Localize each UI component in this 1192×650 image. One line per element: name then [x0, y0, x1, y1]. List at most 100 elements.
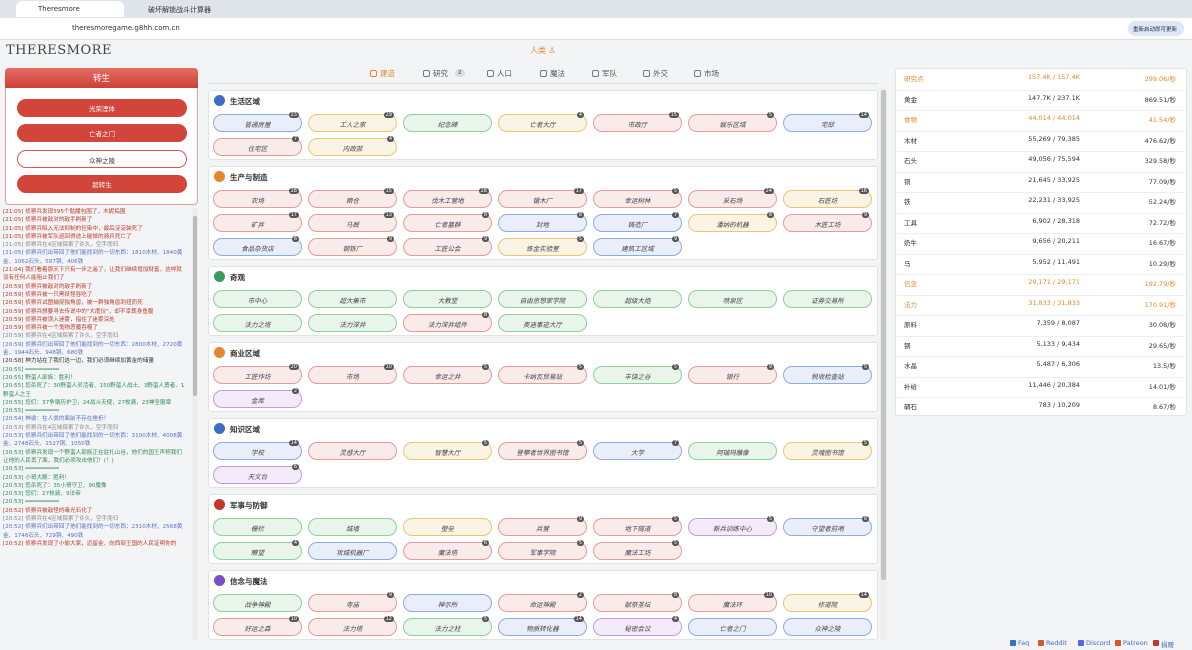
building-button[interactable]: 铸造厂 7 — [593, 212, 682, 232]
update-button[interactable]: 重新启动即可更新 — [1128, 21, 1184, 36]
building-button[interactable]: 灵魂图书馆 5 — [783, 440, 872, 460]
building-button[interactable]: 战争神殿 — [213, 594, 302, 612]
building-button[interactable]: 工匠公会 9 — [403, 236, 492, 256]
building-button[interactable]: 壁垒 — [403, 518, 492, 536]
footer-link[interactable]: Patreon — [1123, 639, 1148, 647]
building-button[interactable]: 市场 10 — [308, 364, 397, 384]
building-button[interactable]: 修道院 14 — [783, 592, 872, 612]
rebirth-button[interactable]: 超转生 — [17, 175, 187, 193]
tab[interactable]: 人口 — [497, 69, 512, 78]
building-button[interactable]: 潘纳的机器 8 — [688, 212, 777, 232]
building-button[interactable]: 秘密会议 4 — [593, 616, 682, 636]
building-button[interactable]: 瞭望 4 — [213, 540, 302, 560]
building-button[interactable]: 法力深井组件 8 — [403, 312, 492, 332]
building-button[interactable]: 法力之塔 — [213, 314, 302, 332]
building-button[interactable]: 神示所 — [403, 594, 492, 612]
building-button[interactable]: 锯木厂 17 — [498, 188, 587, 208]
building-button[interactable]: 寺庙 9 — [308, 592, 397, 612]
building-button[interactable]: 宅邸 14 — [783, 112, 872, 132]
building-button[interactable]: 天文台 6 — [213, 464, 302, 484]
building-button[interactable]: 内政部 4 — [308, 136, 397, 156]
building-button[interactable]: 银行 9 — [688, 364, 777, 384]
building-button[interactable]: 炼金实验室 5 — [498, 236, 587, 256]
building-button[interactable]: 献祭圣坛 8 — [593, 592, 682, 612]
building-button[interactable]: 众神之陵 — [783, 618, 872, 636]
building-button[interactable]: 超级大炮 — [593, 290, 682, 308]
building-button[interactable]: 喷泉区 — [688, 290, 777, 308]
tab[interactable]: 魔法 — [550, 69, 565, 78]
building-button[interactable]: 采石场 24 — [688, 188, 777, 208]
building-button[interactable]: 阿瑞玛雕像 — [688, 442, 777, 460]
building-button[interactable]: 新兵训练中心 5 — [688, 516, 777, 536]
building-button[interactable]: 娱乐区域 5 — [688, 112, 777, 132]
building-button[interactable]: 工人之家 29 — [308, 112, 397, 132]
rebirth-button[interactable]: 众神之陵 — [17, 150, 187, 168]
building-button[interactable]: 石匠坊 16 — [783, 188, 872, 208]
building-button[interactable]: 灵感大厅 — [308, 442, 397, 460]
tab[interactable]: 建造 — [380, 69, 395, 78]
building-button[interactable]: 建筑工区域 9 — [593, 236, 682, 256]
building-button[interactable]: 金库 2 — [213, 388, 302, 408]
building-button[interactable]: 法力深井 — [308, 314, 397, 332]
building-button[interactable]: 纪念碑 — [403, 114, 492, 132]
building-button[interactable]: 农场 28 — [213, 188, 302, 208]
building-button[interactable]: 亡者大厅 4 — [498, 112, 587, 132]
building-button[interactable]: 矿井 17 — [213, 212, 302, 232]
building-button[interactable]: 市政厅 15 — [593, 112, 682, 132]
building-button[interactable]: 封地 8 — [498, 212, 587, 232]
footer-link[interactable]: 捐赠 — [1161, 641, 1174, 649]
browser-tab[interactable]: 破坏解锁战斗计算器 — [148, 6, 211, 14]
building-button[interactable]: 证券交易所 — [783, 290, 872, 308]
footer-link[interactable]: Discord — [1086, 639, 1111, 647]
building-button[interactable]: 登攀者世界图书馆 5 — [498, 440, 587, 460]
building-button[interactable]: 马厩 13 — [308, 212, 397, 232]
building-button[interactable]: 地下隧道 5 — [593, 516, 682, 536]
building-button[interactable]: 木匠工坊 9 — [783, 212, 872, 232]
building-button[interactable]: 税收检查站 5 — [783, 364, 872, 384]
building-button[interactable]: 市中心 — [213, 290, 302, 308]
tab[interactable]: 市场 — [704, 69, 719, 78]
building-button[interactable]: 钢铁厂 9 — [308, 236, 397, 256]
building-button[interactable]: 自由思想家学院 — [498, 290, 587, 308]
building-button[interactable]: 军事学院 5 — [498, 540, 587, 560]
building-button[interactable]: 粮仓 15 — [308, 188, 397, 208]
tab[interactable]: 军队 — [602, 69, 617, 78]
building-button[interactable]: 亡者之门 — [688, 618, 777, 636]
building-button[interactable]: 魔法环 10 — [688, 592, 777, 612]
building-button[interactable]: 好运之森 10 — [213, 616, 302, 636]
rebirth-button[interactable]: 光荣湮体 — [17, 99, 187, 117]
building-button[interactable]: 奥迪事迹大厅 — [498, 314, 587, 332]
building-button[interactable]: 大学 7 — [593, 440, 682, 460]
browser-tab[interactable]: Theresmore — [16, 1, 124, 17]
building-button[interactable]: 普通房屋 23 — [213, 112, 302, 132]
tab[interactable]: 外交 — [653, 69, 668, 78]
building-button[interactable]: 学校 14 — [213, 440, 302, 460]
building-button[interactable]: 大教堂 — [403, 290, 492, 308]
url[interactable]: theresmoregame.g8hh.com.cn — [72, 24, 180, 32]
building-button[interactable]: 卡纳瓦贸易站 5 — [498, 364, 587, 384]
rebirth-button[interactable]: 亡者之门 — [17, 124, 187, 142]
building-button[interactable]: 智慧大厅 5 — [403, 440, 492, 460]
building-button[interactable]: 城墙 — [308, 518, 397, 536]
building-button[interactable]: 法力之柱 5 — [403, 616, 492, 636]
building-button[interactable]: 命运神殿 2 — [498, 592, 587, 612]
building-button[interactable]: 法力塔 12 — [308, 616, 397, 636]
tab[interactable]: 研究 — [433, 69, 448, 78]
building-button[interactable]: 亡者墓群 8 — [403, 212, 492, 232]
building-button[interactable]: 工匠作坊 20 — [213, 364, 302, 384]
building-button[interactable]: 兵营 9 — [498, 516, 587, 536]
footer-link[interactable]: Faq — [1018, 639, 1030, 647]
footer-link[interactable]: Reddit — [1046, 639, 1067, 647]
building-button[interactable]: 伐木工营地 28 — [403, 188, 492, 208]
building-button[interactable]: 攻城机器厂 — [308, 542, 397, 560]
building-button[interactable]: 守望者前哨 8 — [783, 516, 872, 536]
building-button[interactable]: 住宅区 7 — [213, 136, 302, 156]
building-button[interactable]: 幸运树林 5 — [593, 188, 682, 208]
building-button[interactable]: 物质转化器 14 — [498, 616, 587, 636]
building-button[interactable]: 栅栏 — [213, 518, 302, 536]
building-button[interactable]: 魔法塔 6 — [403, 540, 492, 560]
building-button[interactable]: 食品杂货店 6 — [213, 236, 302, 256]
building-button[interactable]: 幸运之井 5 — [403, 364, 492, 384]
building-button[interactable]: 超大集市 — [308, 290, 397, 308]
building-button[interactable]: 丰饶之谷 5 — [593, 364, 682, 384]
